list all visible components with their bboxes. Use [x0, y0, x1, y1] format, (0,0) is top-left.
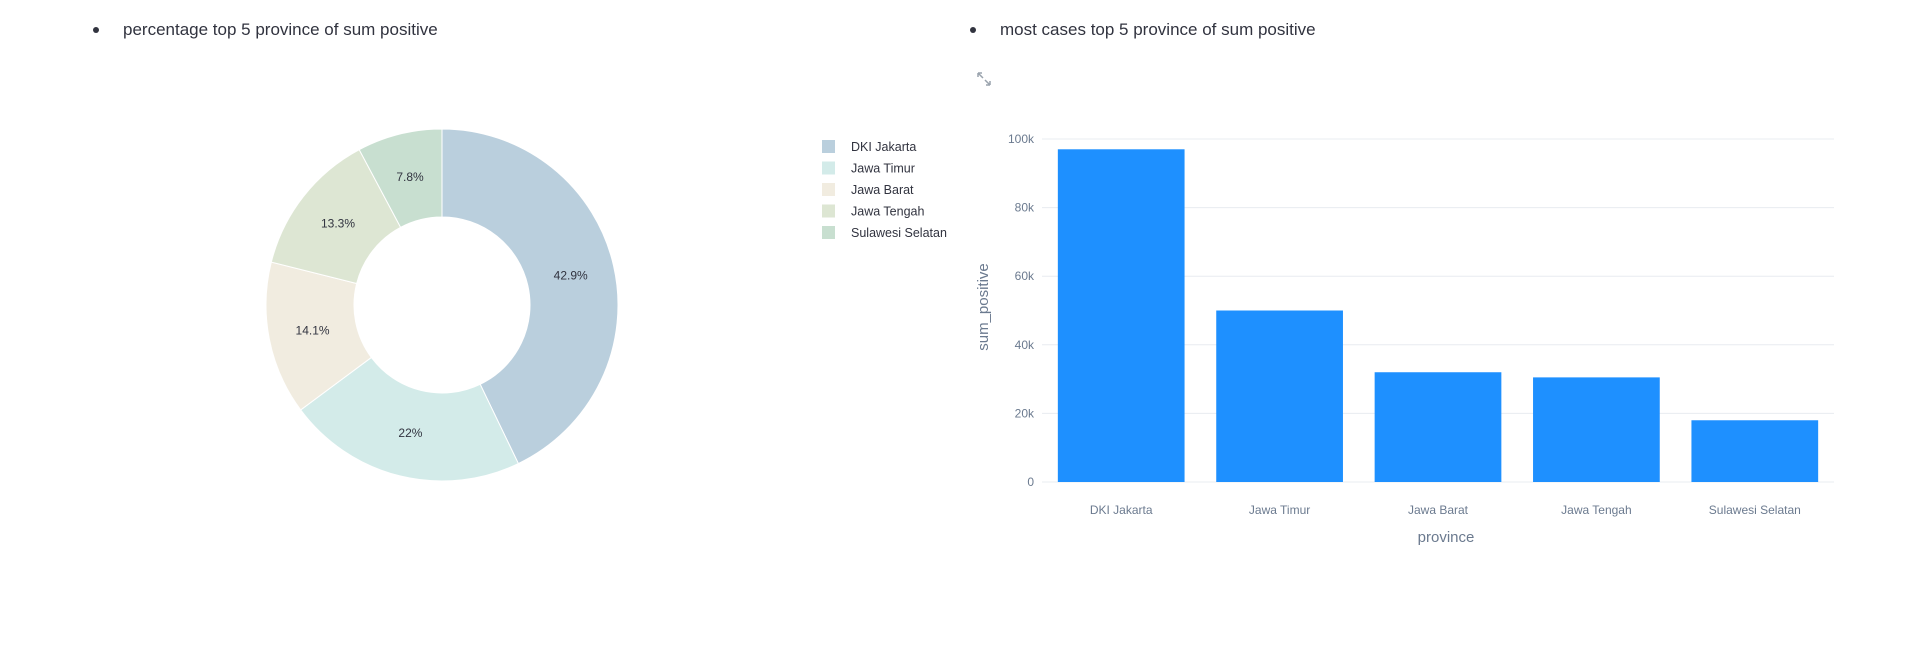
x-tick-label: Sulawesi Selatan [1709, 503, 1801, 517]
y-tick-label: 60k [1015, 269, 1035, 283]
slice-label: 13.3% [321, 217, 355, 231]
slice-label: 42.9% [554, 269, 588, 283]
bar[interactable] [1216, 310, 1343, 483]
legend-label: Jawa Timur [851, 162, 915, 176]
right-heading-row: most cases top 5 province of sum positiv… [970, 18, 1316, 42]
y-tick-label: 40k [1015, 338, 1035, 352]
legend-item[interactable]: DKI Jakarta [822, 140, 916, 154]
left-heading: percentage top 5 province of sum positiv… [123, 20, 438, 39]
expand-icon[interactable] [976, 71, 992, 87]
legend-swatch [822, 161, 835, 175]
left-heading-row: percentage top 5 province of sum positiv… [93, 18, 438, 42]
donut-slice[interactable] [299, 356, 520, 482]
donut-slice[interactable] [358, 128, 443, 229]
legend-item[interactable]: Jawa Tengah [822, 204, 924, 219]
legend-swatch [822, 204, 835, 218]
legend-swatch [822, 140, 835, 153]
right-heading: most cases top 5 province of sum positiv… [1000, 20, 1316, 39]
donut-slice[interactable] [265, 261, 373, 411]
bar[interactable] [1374, 372, 1502, 482]
bar[interactable] [1057, 149, 1185, 483]
y-tick-label: 0 [1027, 475, 1034, 489]
legend-label: Jawa Barat [851, 183, 914, 197]
legend-item[interactable]: Jawa Barat [822, 183, 914, 197]
donut-labels: 42.9% 22% 14.1% 13.3% 7.8% [296, 170, 589, 440]
legend-label: Jawa Tengah [851, 205, 924, 219]
legend-item[interactable]: Jawa Timur [822, 161, 915, 176]
legend-swatch [822, 226, 835, 239]
bar-x-ticks: DKI Jakarta Jawa Timur Jawa Barat Jawa Teng… [1090, 503, 1801, 517]
bullet-dot [970, 27, 976, 33]
slice-label: 7.8% [396, 170, 424, 184]
x-tick-label: Jawa Barat [1408, 503, 1469, 517]
slice-label: 14.1% [296, 324, 330, 338]
legend-swatch [822, 183, 835, 196]
x-tick-label: DKI Jakarta [1090, 503, 1153, 517]
y-tick-label: 100k [1008, 132, 1035, 146]
legend-label: DKI Jakarta [851, 140, 916, 154]
donut-legend: DKI Jakarta Jawa Timur Jawa Barat Jawa Teng… [822, 140, 947, 240]
bar[interactable] [1533, 377, 1660, 482]
donut-slice[interactable] [441, 128, 619, 465]
donut-slices [265, 128, 619, 482]
x-tick-label: Jawa Timur [1249, 503, 1310, 517]
legend-label: Sulawesi Selatan [851, 226, 947, 240]
legend-item[interactable]: Sulawesi Selatan [822, 226, 947, 240]
y-tick-label: 20k [1015, 406, 1035, 420]
slice-label: 22% [398, 426, 422, 440]
bar-bars [1057, 149, 1819, 483]
y-axis-label: sum_positive [975, 263, 992, 351]
y-tick-label: 80k [1015, 201, 1035, 215]
donut-chart: 42.9% 22% 14.1% 13.3% 7.8% DKI Jakarta Jawa T… [265, 128, 947, 482]
x-axis-label: province [1418, 529, 1475, 546]
x-tick-label: Jawa Tengah [1561, 503, 1632, 517]
bullet-dot [93, 27, 99, 33]
bar-y-ticks: 0 20k 40k 60k 80k 100k [1008, 132, 1035, 489]
bar[interactable] [1691, 420, 1819, 482]
